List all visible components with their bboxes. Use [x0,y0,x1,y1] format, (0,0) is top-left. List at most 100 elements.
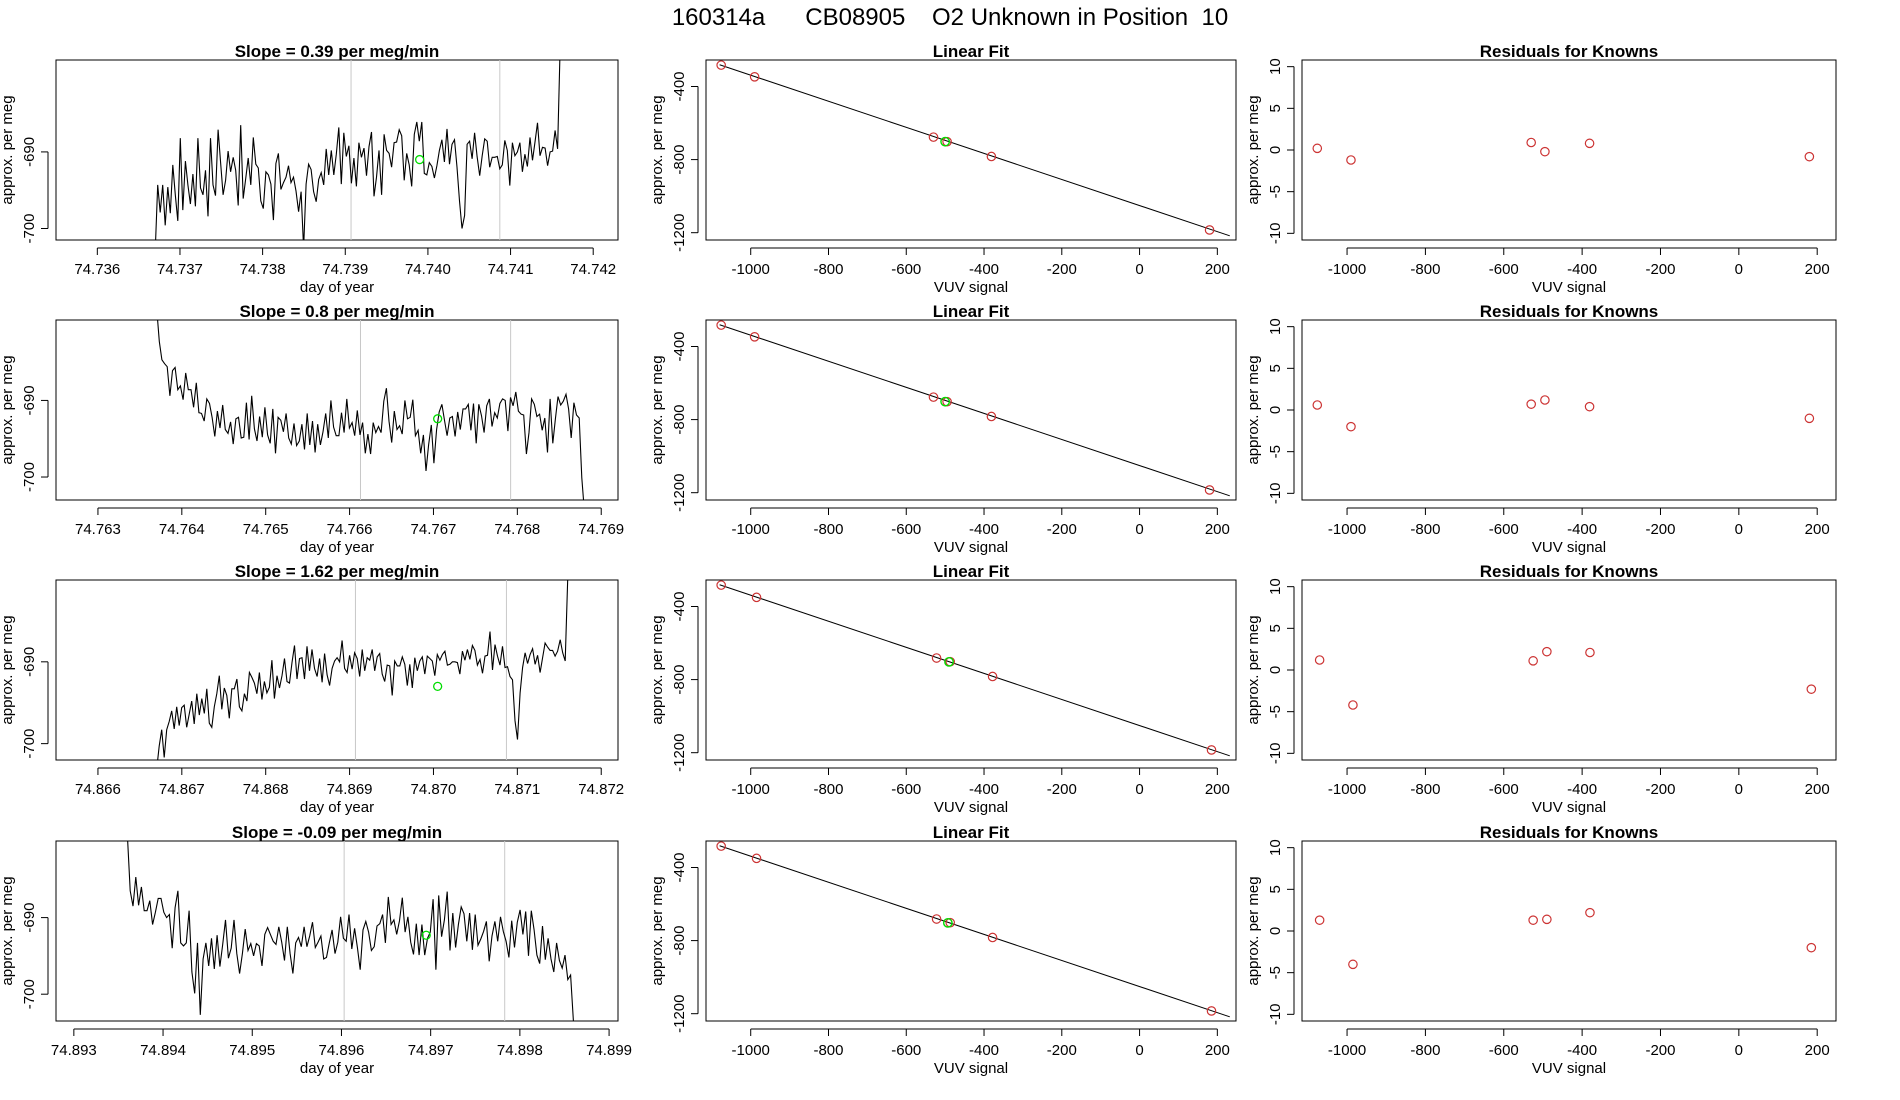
y-tick-label: 10 [1267,58,1284,75]
known-point [1542,646,1552,657]
x-tick-label: 200 [1205,781,1230,798]
x-tick-label: 74.895 [229,1042,275,1059]
y-tick-label: -1200 [671,474,688,512]
x-tick-label: -200 [1645,781,1675,798]
y-tick-label: 10 [1267,318,1284,335]
y-tick-label: -400 [671,591,688,621]
figure-title: 160314a CB08905 O2 Unknown in Position 1… [671,4,1229,31]
y-tick-label: -800 [671,665,688,695]
y-tick-label: -800 [671,926,688,956]
y-tick-label: 5 [1267,624,1284,632]
known-point [1804,413,1815,424]
x-tick-label: 74.868 [243,781,289,798]
x-tick-label: 0 [1735,521,1743,538]
plot-panel: Slope = -0.09 per meg/min 74.893 74.894 74.… [0,823,632,1077]
plot-title: Slope = 1.62 per meg/min [235,562,440,581]
known-point [716,60,726,70]
plot-panel: Linear Fit -1000 -800 -600 -400 -200 0 200 VUV s… [649,562,1237,816]
fit-line [719,845,1230,1018]
plot-frame [705,319,1237,501]
x-tick-label: 200 [1205,521,1230,538]
sample-point [421,930,431,940]
known-point [749,332,760,342]
known-point [986,151,997,162]
x-tick-label: -600 [891,781,921,798]
known-point [1348,959,1358,970]
plot-frame [1301,319,1837,501]
x-tick-label: -1000 [1328,1042,1366,1059]
y-tick-label: -690 [21,647,38,677]
x-axis-label: VUV signal [934,279,1008,296]
x-tick-label: -200 [1047,1042,1077,1059]
plot-frame [705,579,1237,761]
plot-panel: Slope = 0.39 per meg/min 74.736 74.737 74.7… [0,42,619,296]
plot-frame [705,59,1237,241]
x-tick-label: 74.739 [322,261,368,278]
x-tick-label: 74.741 [488,261,534,278]
unknown-point [942,917,953,928]
known-point [716,841,726,851]
known-point [716,580,726,590]
y-axis-label: approx. per meg [1245,355,1262,464]
x-axis-label: VUV signal [934,539,1008,556]
fit-line [719,584,1230,757]
plot-panel: Slope = 0.8 per meg/min 74.763 74.764 74.76… [0,302,624,556]
x-tick-label: 200 [1805,781,1830,798]
x-tick-label: -400 [1567,781,1597,798]
y-tick-label: -10 [1267,742,1284,764]
x-tick-label: 0 [1135,521,1143,538]
plot-frame [705,840,1237,1022]
x-tick-label: -600 [1489,1042,1519,1059]
x-tick-label: -800 [813,261,843,278]
y-tick-label: 5 [1267,104,1284,112]
known-point [1348,700,1358,710]
x-tick-label: -200 [1645,1042,1675,1059]
x-tick-label: -400 [969,261,999,278]
y-tick-label: -400 [671,331,688,361]
x-tick-label: -600 [1489,261,1519,278]
known-point [1314,915,1325,925]
y-tick-label: -690 [21,137,38,167]
plot-title: Slope = 0.8 per meg/min [239,302,434,321]
sample-point [433,414,443,424]
x-tick-label: -1000 [1328,521,1366,538]
known-point [1585,907,1595,918]
plot-frame [1301,840,1837,1022]
x-tick-label: -600 [1489,781,1519,798]
x-tick-label: -600 [891,1042,921,1059]
x-tick-label: -800 [1410,521,1440,538]
x-tick-label: 74.766 [327,521,373,538]
known-point [1312,400,1323,410]
y-tick-label: -400 [671,71,688,101]
x-tick-label: 74.871 [494,781,540,798]
x-tick-label: 74.768 [494,521,540,538]
plot-panel: Linear Fit -1000 -800 -600 -400 -200 0 200 VUV s… [649,823,1237,1077]
y-axis-label: approx. per meg [649,876,666,985]
known-point [751,592,762,603]
y-axis-label: approx. per meg [0,355,16,464]
x-tick-label: -600 [1489,521,1519,538]
plot-title: Residuals for Knowns [1480,302,1659,321]
known-point [987,932,998,943]
known-point [1585,647,1595,658]
x-tick-label: 74.867 [159,781,205,798]
x-tick-label: -600 [891,261,921,278]
y-tick-label: -5 [1267,705,1284,718]
x-tick-label: -200 [1645,261,1675,278]
plot-panel: Residuals for Knowns-1000 -800 -600 -400 -20… [1245,302,1837,556]
known-point [1526,137,1536,148]
y-axis-label: approx. per meg [0,615,16,724]
x-tick-label: -1000 [1328,781,1366,798]
plot-title: Slope = 0.39 per meg/min [235,42,440,61]
y-axis-label: approx. per meg [1245,95,1262,204]
x-tick-label: 0 [1735,1042,1743,1059]
x-tick-label: -1000 [732,261,770,278]
sample-point [433,681,443,692]
y-tick-label: -5 [1267,966,1284,979]
x-axis-label: VUV signal [1532,1060,1606,1077]
y-tick-label: -1200 [671,995,688,1033]
x-tick-label: 0 [1135,781,1143,798]
y-tick-label: 0 [1267,406,1284,414]
known-point [931,914,942,924]
